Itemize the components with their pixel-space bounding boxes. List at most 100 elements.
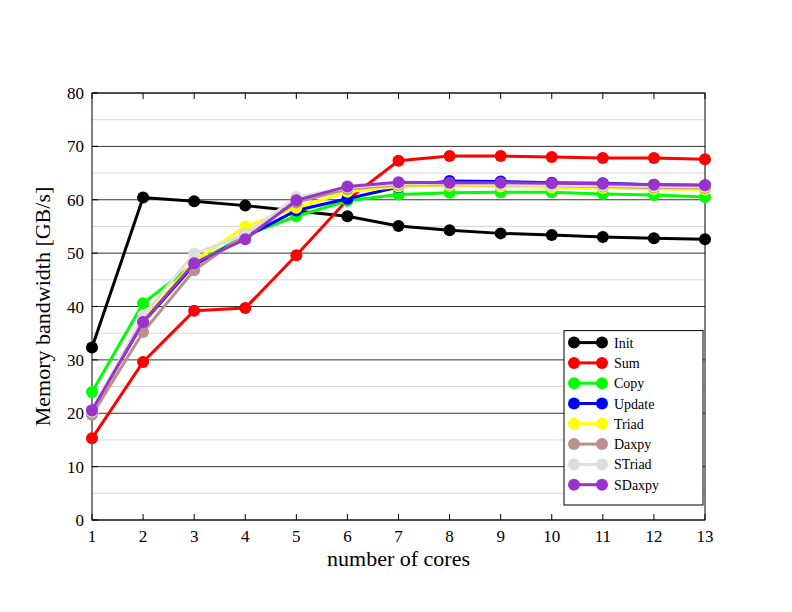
series xyxy=(86,186,711,398)
legend-box xyxy=(564,331,703,505)
x-tick-label: 10 xyxy=(543,527,560,546)
legend-label: Update xyxy=(614,397,654,412)
legend-marker xyxy=(568,377,580,389)
series-marker xyxy=(393,176,405,188)
x-tick-label: 8 xyxy=(445,527,454,546)
minor-grid-line xyxy=(92,279,705,280)
series-marker xyxy=(495,177,507,189)
series-line xyxy=(92,186,705,413)
series xyxy=(86,179,711,421)
legend: InitSumCopyUpdateTriadDaxpySTriadSDaxpy xyxy=(564,331,703,505)
x-tick xyxy=(194,514,195,520)
x-tick-label: 3 xyxy=(190,527,199,546)
y-tick-label: 80 xyxy=(67,84,84,103)
series-marker xyxy=(137,316,149,328)
y-tick-label: 20 xyxy=(67,404,84,423)
series-marker xyxy=(648,232,660,244)
grid-line xyxy=(92,306,705,307)
x-tick-top xyxy=(143,93,144,99)
x-tick xyxy=(245,514,246,520)
series-marker xyxy=(86,342,98,354)
x-tick-top xyxy=(653,93,654,99)
series-marker xyxy=(290,194,302,206)
x-tick xyxy=(449,514,450,520)
legend-marker xyxy=(596,357,608,369)
x-tick-label: 5 xyxy=(292,527,301,546)
series-marker xyxy=(86,386,98,398)
series xyxy=(86,180,711,419)
legend-label: STriad xyxy=(614,457,652,472)
x-tick-label: 7 xyxy=(394,527,403,546)
legend-label: Triad xyxy=(614,417,644,432)
x-tick-top xyxy=(245,93,246,99)
series-line xyxy=(92,185,705,415)
x-axis-label: number of cores xyxy=(327,546,470,571)
series-marker xyxy=(188,195,200,207)
series-marker xyxy=(188,305,200,317)
legend-marker xyxy=(568,357,580,369)
legend-label: Daxpy xyxy=(614,437,651,452)
x-tick-label: 13 xyxy=(697,527,714,546)
series-marker xyxy=(597,178,609,190)
series xyxy=(86,178,711,418)
x-tick-label: 12 xyxy=(645,527,662,546)
series-marker xyxy=(393,155,405,167)
legend-marker xyxy=(596,418,608,430)
series-line xyxy=(92,182,705,410)
x-tick-label: 11 xyxy=(595,527,611,546)
x-tick-label: 2 xyxy=(139,527,148,546)
series-marker xyxy=(86,432,98,444)
series-line xyxy=(92,184,705,412)
series-marker xyxy=(341,180,353,192)
y-tick-label: 0 xyxy=(76,511,85,530)
x-tick-top xyxy=(500,93,501,99)
minor-grid-line xyxy=(92,173,705,174)
legend-marker xyxy=(568,398,580,410)
series-marker xyxy=(699,233,711,245)
legend-marker xyxy=(568,337,580,349)
series-marker xyxy=(290,249,302,261)
series xyxy=(86,175,711,417)
legend-marker xyxy=(568,458,580,470)
series-marker xyxy=(239,200,251,212)
series xyxy=(86,150,711,444)
legend-marker xyxy=(596,377,608,389)
series-marker xyxy=(597,231,609,243)
series-marker xyxy=(444,150,456,162)
y-tick xyxy=(92,359,98,360)
series-marker xyxy=(137,356,149,368)
series-marker xyxy=(495,150,507,162)
plot-frame xyxy=(92,93,705,520)
series-marker xyxy=(699,179,711,191)
series-group xyxy=(86,150,711,444)
x-tick xyxy=(500,514,501,520)
x-tick-top xyxy=(194,93,195,99)
legend-label: Copy xyxy=(614,376,644,391)
series-marker xyxy=(597,152,609,164)
x-tick-top xyxy=(551,93,552,99)
legend-marker xyxy=(568,438,580,450)
series-marker xyxy=(393,220,405,232)
x-tick xyxy=(296,514,297,520)
series-marker xyxy=(137,192,149,204)
series xyxy=(86,176,711,416)
series-marker xyxy=(699,179,711,191)
legend-label: SDaxpy xyxy=(614,478,659,493)
series-marker xyxy=(137,297,149,309)
x-tick-label: 9 xyxy=(496,527,505,546)
minor-grid-line xyxy=(92,119,705,120)
legend-label: Sum xyxy=(614,356,640,371)
series-marker xyxy=(699,153,711,165)
x-tick-top xyxy=(296,93,297,99)
series-marker xyxy=(188,257,200,269)
x-tick-top xyxy=(347,93,348,99)
chart: 0102030405060708012345678910111213number… xyxy=(0,0,792,612)
x-tick xyxy=(551,514,552,520)
series-marker xyxy=(239,233,251,245)
series-marker xyxy=(546,151,558,163)
series-marker xyxy=(444,177,456,189)
y-tick-label: 40 xyxy=(67,298,84,317)
legend-marker xyxy=(568,479,580,491)
legend-marker xyxy=(596,337,608,349)
x-tick xyxy=(398,514,399,520)
